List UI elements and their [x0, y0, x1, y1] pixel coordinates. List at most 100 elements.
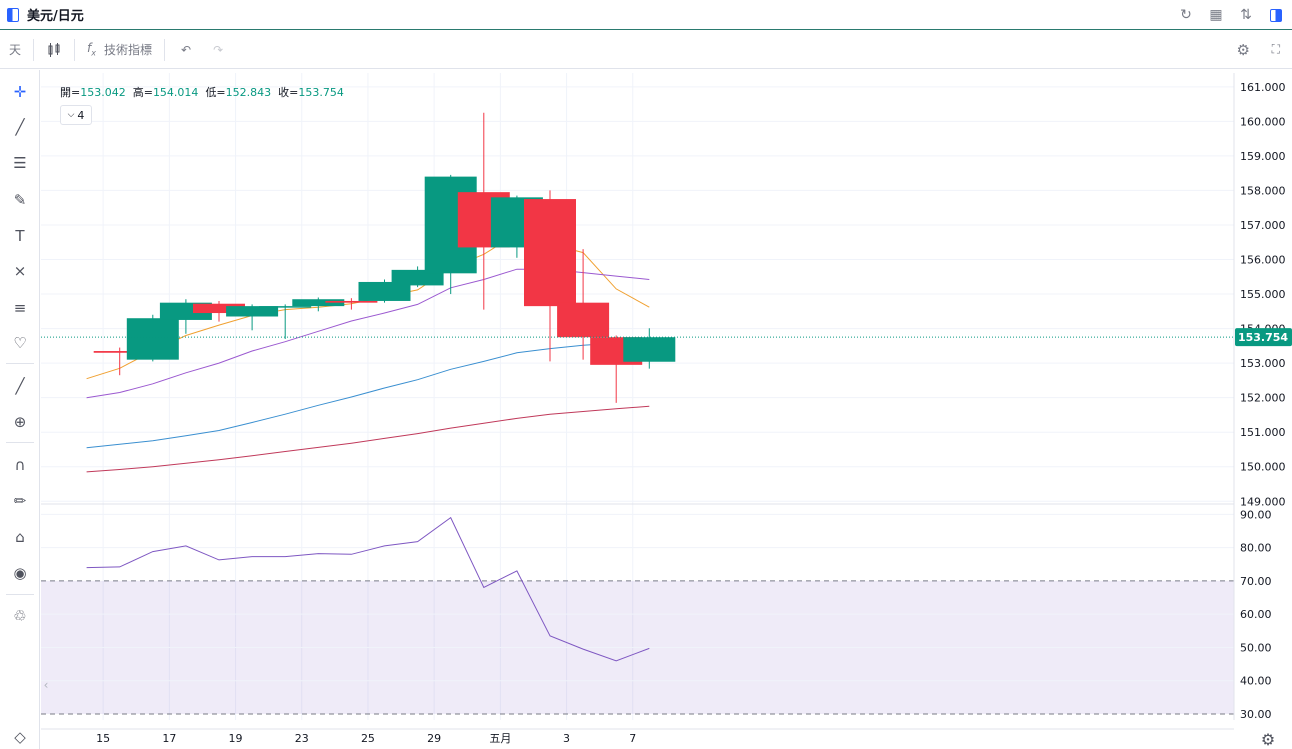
indicators-label: 技術指標: [103, 43, 152, 57]
low-value: 152.843: [225, 86, 272, 99]
oscillator-axis-label: 40.00: [1240, 675, 1272, 688]
oscillator-axis-label: 90.00: [1240, 508, 1272, 521]
candle-body: [226, 306, 279, 317]
candle: [93, 347, 146, 376]
price-axis-label: 159.000: [1240, 150, 1286, 163]
prediction-icon[interactable]: ≡: [13, 299, 27, 317]
indicator-count: 4: [77, 108, 85, 122]
fullscreen-icon[interactable]: ⛶: [1271, 42, 1280, 56]
redo-icon[interactable]: ↷: [213, 42, 224, 57]
price-axis-label: 152.000: [1240, 392, 1286, 405]
close-label: 收=: [278, 86, 299, 99]
oscillator-axis-label: 30.00: [1240, 708, 1272, 721]
candle-body: [193, 303, 245, 314]
drawing-toolbar: ✛ ╱ ☰ ✎ T ⨯ ≡ ♡ ╱ ⊕ ∩ ✏ ⌂ ◉ ♲ ◇: [0, 70, 40, 749]
indicators-collapse-button[interactable]: ⌵ 4: [60, 105, 92, 125]
favorites-heart-icon[interactable]: ♡: [13, 334, 27, 352]
candle-body: [623, 337, 676, 362]
panel-toggle-icon[interactable]: [1268, 7, 1284, 23]
eye-icon[interactable]: ◉: [13, 564, 27, 582]
toolbar-divider: [74, 38, 76, 61]
sort-arrows-icon[interactable]: ⇅: [1240, 7, 1252, 23]
undo-icon[interactable]: ↶: [181, 42, 192, 57]
open-value: 153.042: [80, 86, 126, 99]
ohlc-legend: 開=153.042 高=154.014 低=152.843 收=153.754: [60, 84, 344, 100]
settings-icon[interactable]: ⚙: [1236, 40, 1250, 59]
time-axis-label: 25: [361, 732, 375, 745]
pane-collapse-icon: ‹: [44, 678, 49, 692]
candle-body: [391, 269, 444, 286]
symbol-title[interactable]: 美元/日元: [27, 9, 84, 24]
oscillator-axis-label: 70.00: [1240, 575, 1272, 588]
candle-body: [126, 318, 179, 360]
chart-logo-icon: [7, 7, 19, 22]
chevron-down-icon: ⌵: [67, 110, 75, 120]
toolbar-divider: [6, 363, 34, 364]
indicators-button[interactable]: fx 技術指標: [87, 41, 152, 58]
toolbar-divider: [6, 594, 34, 595]
price-axis-label: 157.000: [1240, 219, 1286, 232]
oscillator-axis-label: 60.00: [1240, 608, 1272, 621]
last-price-label: 153.754: [1238, 331, 1288, 344]
high-label: 高=: [132, 86, 153, 99]
candle-body: [93, 351, 146, 353]
brush-icon[interactable]: ✎: [13, 191, 27, 209]
candle: [557, 249, 610, 360]
price-axis-label: 156.000: [1240, 254, 1286, 267]
price-axis-label: 160.000: [1240, 115, 1286, 128]
trend-line-icon[interactable]: ╱: [15, 118, 25, 136]
price-axis-label: 158.000: [1240, 184, 1286, 197]
trash-icon[interactable]: ♲: [13, 607, 27, 625]
ruler-icon[interactable]: ╱: [15, 377, 25, 395]
candle-body: [325, 300, 378, 303]
chart-toolbar: 天 fx 技術指標 ↶ ↷ ⚙ ⛶: [0, 31, 1292, 69]
fib-retracement-icon[interactable]: ☰: [13, 154, 27, 172]
price-axis-label: 161.000: [1240, 81, 1286, 94]
crosshair-icon[interactable]: ✛: [13, 83, 27, 101]
toolbar-divider: [33, 38, 35, 61]
grid-layout-icon[interactable]: ▦: [1209, 7, 1223, 23]
layers-icon[interactable]: ◇: [14, 728, 26, 746]
title-bar: 美元/日元 ↻ ▦ ⇅: [0, 0, 1292, 30]
time-axis-label: 19: [229, 732, 243, 745]
moving-average-line: [86, 341, 650, 449]
candle: [358, 279, 411, 303]
time-axis-label: 五月: [489, 732, 511, 745]
last-price-badge: [1235, 328, 1292, 347]
candle-style-icon[interactable]: [46, 42, 62, 58]
candle-body: [358, 281, 411, 301]
pattern-icon[interactable]: ⨯: [13, 262, 27, 280]
candle: [259, 304, 312, 339]
price-axis-label: 150.000: [1240, 461, 1286, 474]
open-label: 開=: [60, 86, 81, 99]
time-axis-label: 15: [96, 732, 110, 745]
time-axis-label: 3: [563, 732, 570, 745]
lock-icon[interactable]: ⌂: [15, 528, 25, 546]
time-axis-label: 29: [427, 732, 441, 745]
price-axis-label: 153.000: [1240, 357, 1286, 370]
time-axis-label: 23: [295, 732, 309, 745]
candle: [325, 298, 378, 310]
candle: [193, 300, 245, 322]
price-axis-label: 149.000: [1240, 495, 1286, 508]
magnet-icon[interactable]: ∩: [14, 456, 26, 474]
refresh-icon[interactable]: ↻: [1180, 7, 1192, 23]
title-bar-actions: ↻ ▦ ⇅: [1178, 0, 1284, 30]
oscillator-line: [86, 516, 650, 662]
zoom-in-icon[interactable]: ⊕: [13, 413, 27, 431]
candle: [292, 297, 345, 312]
lock-drawing-icon[interactable]: ✏: [13, 492, 27, 510]
candle: [226, 304, 279, 331]
text-tool-icon[interactable]: T: [15, 227, 25, 245]
toolbar-divider: [164, 38, 165, 61]
oscillator-axis-label: 50.00: [1240, 641, 1272, 654]
candle-body: [524, 199, 576, 307]
low-label: 低=: [205, 86, 226, 99]
function-icon: fx: [87, 41, 96, 58]
axis-settings-icon: ⚙: [1261, 730, 1275, 749]
oscillator-axis-label: 80.00: [1240, 542, 1272, 555]
interval-button[interactable]: 天: [9, 43, 22, 57]
candle: [126, 314, 179, 362]
candle-body: [259, 306, 312, 308]
